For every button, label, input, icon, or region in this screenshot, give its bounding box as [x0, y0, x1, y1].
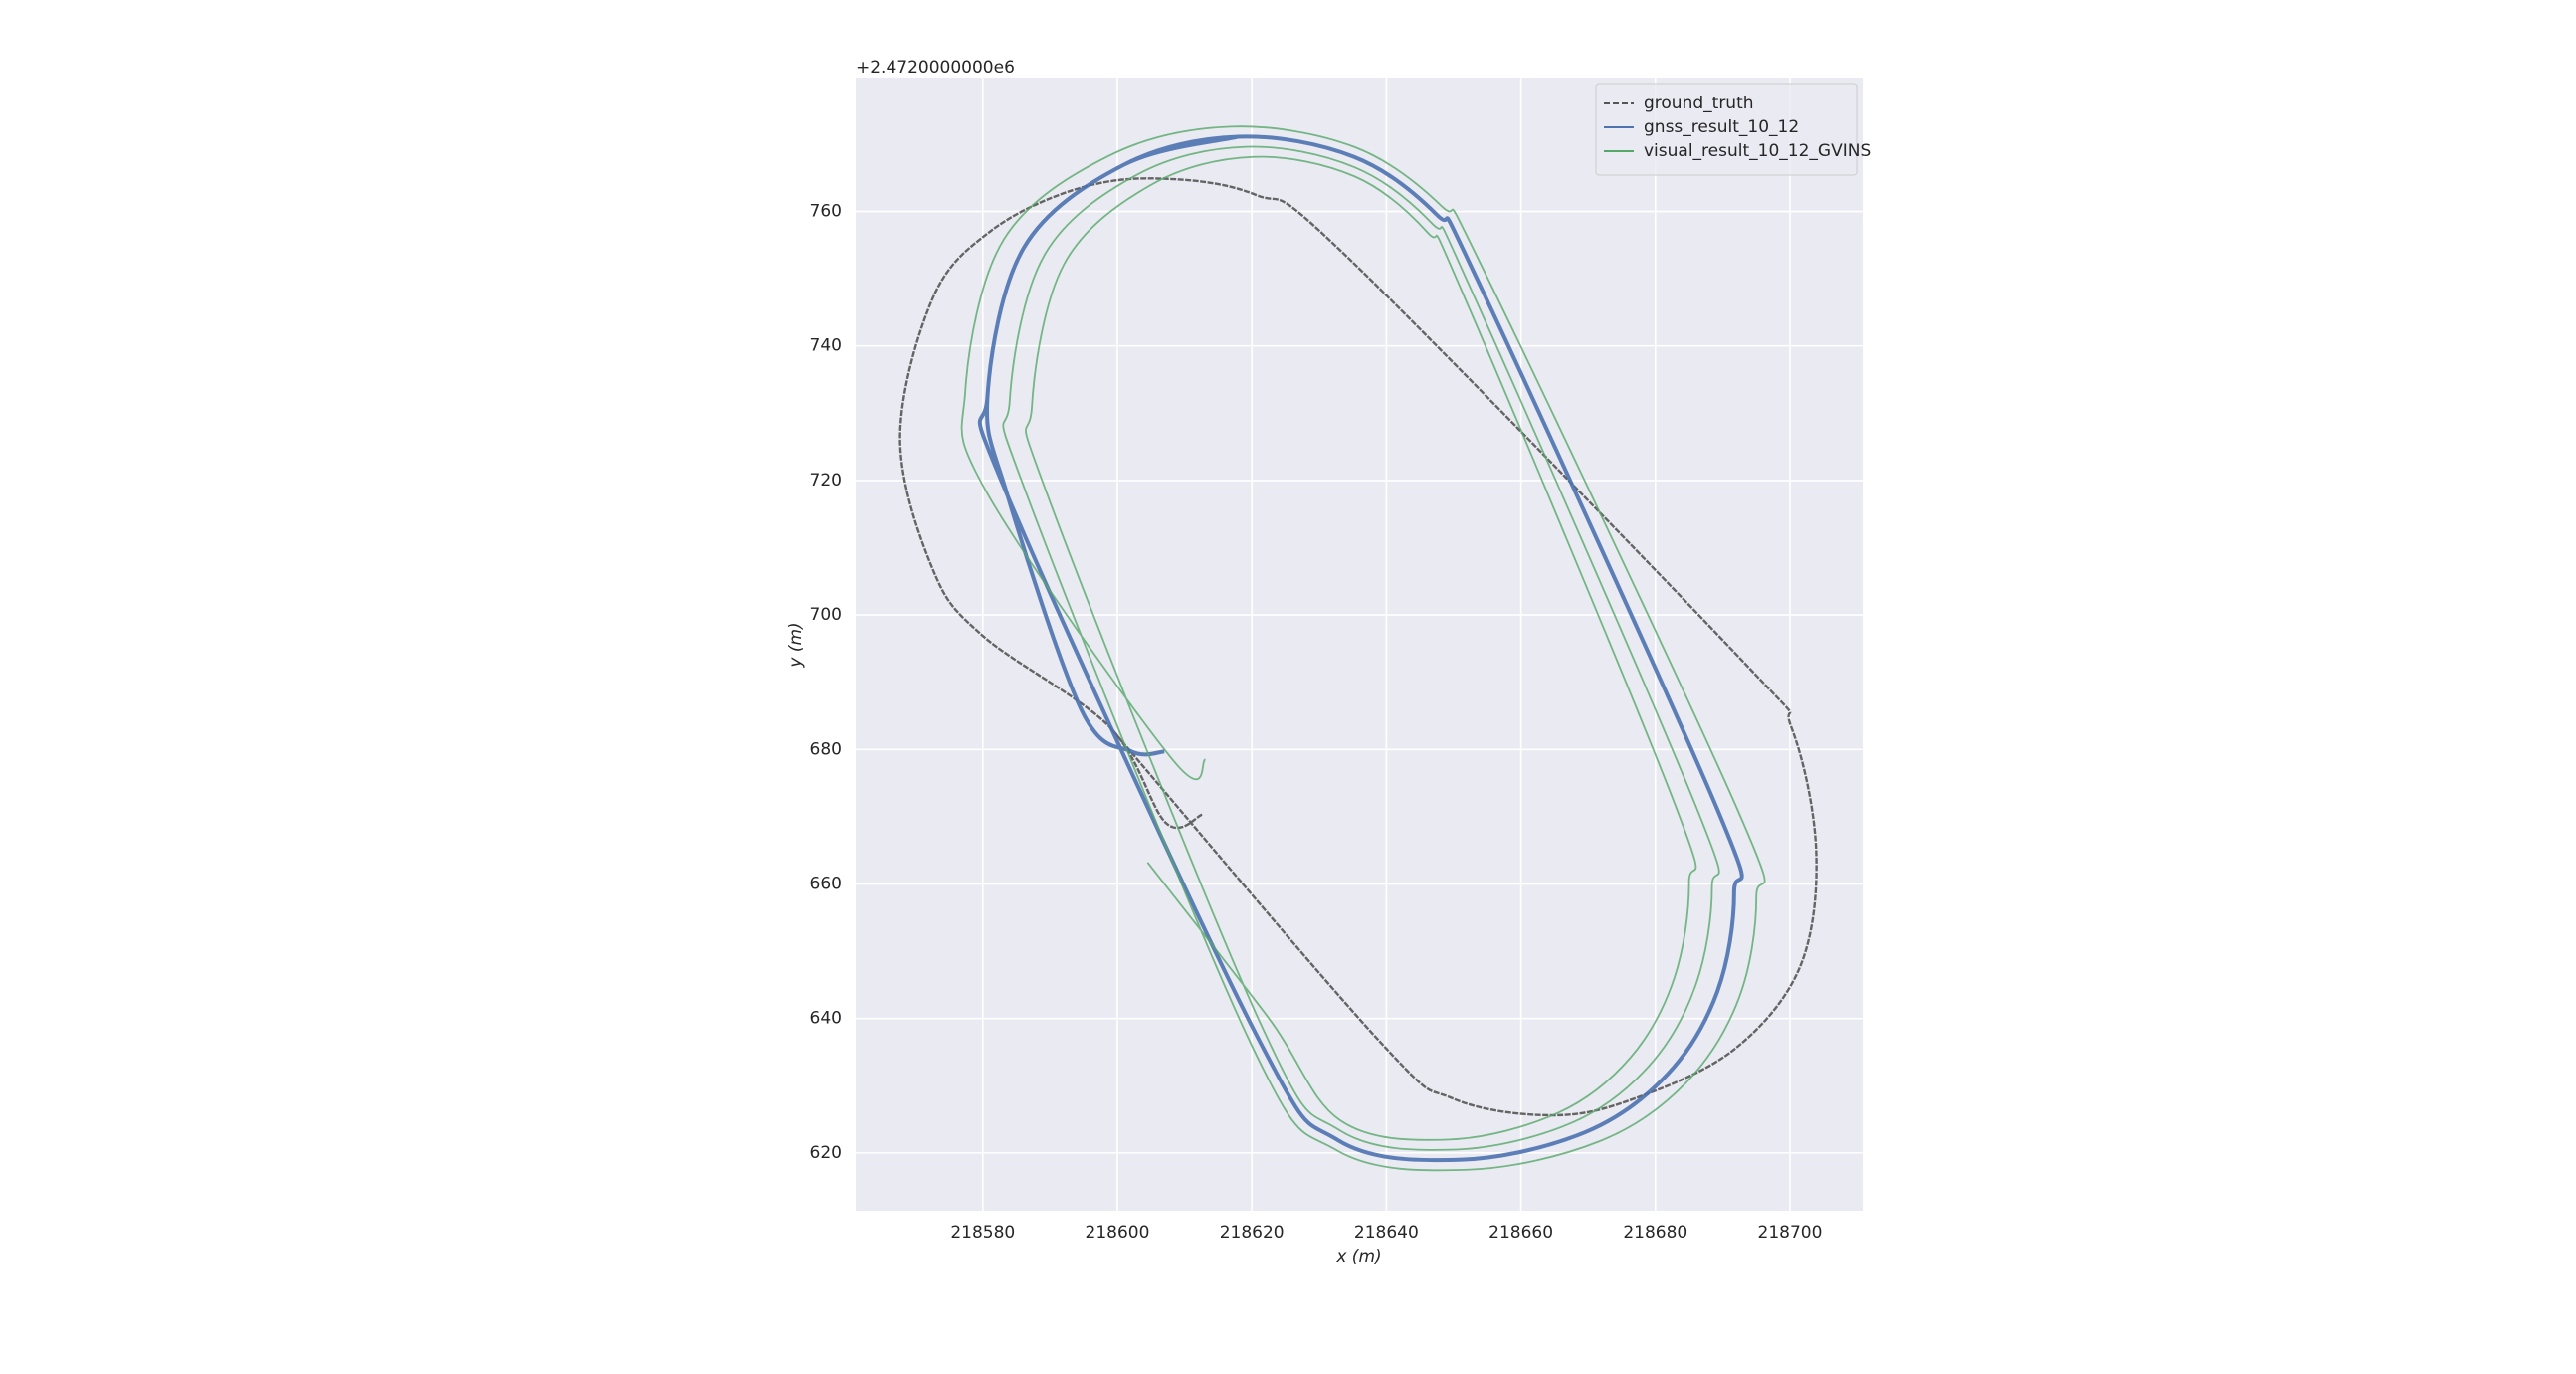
- legend-label: visual_result_10_12_GVINS: [1644, 141, 1871, 161]
- y-tick-label: 720: [810, 471, 842, 491]
- x-axis-label: x (m): [1335, 1247, 1381, 1267]
- trajectory-line: [977, 134, 1744, 1163]
- x-tick-label: 218620: [1220, 1223, 1285, 1243]
- y-tick-label: 640: [810, 1009, 842, 1029]
- y-tick-label: 700: [810, 605, 842, 625]
- legend-label: ground_truth: [1644, 94, 1754, 113]
- y-tick-label: 680: [810, 739, 842, 759]
- offset-text: +2.4720000000e6: [856, 58, 1015, 78]
- x-tick-label: 218700: [1758, 1223, 1823, 1243]
- legend-box: [1595, 83, 1858, 176]
- x-tick-label: 218600: [1086, 1223, 1150, 1243]
- trajectory-line: [960, 125, 1766, 1172]
- y-tick-label: 760: [810, 202, 842, 222]
- plot-area: [856, 78, 1863, 1211]
- x-tick-label: 218660: [1488, 1223, 1553, 1243]
- y-axis-label: y (m): [786, 622, 806, 668]
- y-tick-label: 620: [810, 1143, 842, 1163]
- x-tick-label: 218580: [950, 1223, 1015, 1243]
- x-tick-label: 218680: [1623, 1223, 1687, 1243]
- legend-label: gnss_result_10_12: [1644, 117, 1799, 137]
- y-tick-label: 660: [810, 874, 842, 893]
- y-tick-label: 740: [810, 336, 842, 356]
- x-tick-label: 218640: [1354, 1223, 1419, 1243]
